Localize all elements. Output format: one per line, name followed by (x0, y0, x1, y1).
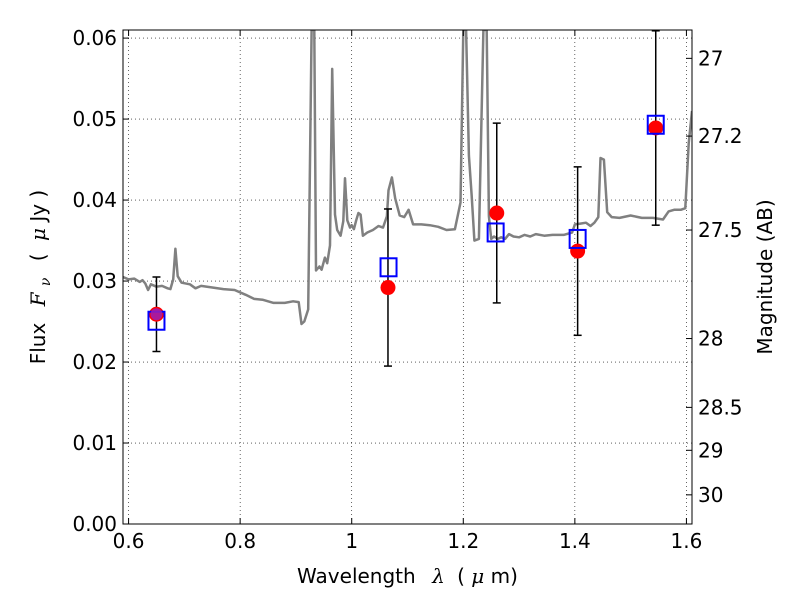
y2-tick-label: 27.2 (698, 124, 743, 148)
model-square-point (568, 228, 587, 249)
model-square-point (379, 257, 398, 278)
x-axis-label-mu: μ (471, 564, 484, 588)
y-axis-label: Flux F ν ( μ Jy ) (26, 190, 55, 365)
y-axis-label-nu: ν (38, 277, 54, 286)
y-tick-label: 0.02 (72, 350, 117, 374)
y-tick-label: 0.01 (72, 431, 117, 455)
x-axis-label-lambda: λ (431, 564, 445, 588)
x-tick-label: 1.2 (447, 529, 479, 553)
y2-axis-label: Magnitude (AB) (753, 199, 777, 354)
x-tick-label: 1.4 (559, 529, 591, 553)
y-axis-label-unit: Jy ) (26, 190, 50, 224)
plot-area (123, 30, 692, 367)
y2-tick-label: 30 (698, 483, 723, 507)
y2-tick-label: 28.5 (698, 395, 743, 419)
observed-point (570, 243, 586, 259)
y2-tick-label: 27 (698, 46, 723, 70)
overlap-point (150, 308, 163, 321)
y-tick-label: 0.06 (72, 26, 117, 50)
x-tick-label: 0.6 (113, 529, 145, 553)
y-tick-label: 0.00 (72, 512, 117, 536)
x-axis-label: Wavelength λ ( μ m) (297, 564, 518, 588)
x-tick-label: 1.6 (671, 529, 703, 553)
model-square-point (646, 114, 665, 135)
y2-tick-label: 28 (698, 327, 723, 351)
x-axis-label-open: ( (457, 564, 465, 588)
x-axis-label-word: Wavelength (297, 564, 416, 588)
y-tick-label: 0.03 (72, 269, 117, 293)
observed-point (380, 280, 396, 296)
y-tick-label: 0.05 (72, 107, 117, 131)
plot-frame (122, 29, 693, 525)
x-tick-label: 1 (345, 529, 358, 553)
x-tick-label: 0.8 (224, 529, 256, 553)
model-square-point (486, 222, 505, 243)
y-axis-label-word: Flux (26, 323, 50, 365)
x-axis-label-unit: m) (491, 564, 518, 588)
y-tick-label: 0.04 (72, 188, 117, 212)
axis-ticks: 0.6 0.8 1 1.2 1.4 1.6 0.00 0.01 0.02 0.03 0.04 0.05… (72, 26, 742, 553)
y-axis-label-mu: μ (26, 228, 50, 241)
y2-tick-label: 29 (698, 438, 723, 462)
y-axis-label-open: ( (26, 253, 50, 261)
y2-tick-label: 27.5 (698, 218, 743, 242)
observed-point (489, 205, 505, 221)
y-axis-label-f: F (26, 291, 50, 307)
spectrum-line (123, 30, 692, 326)
